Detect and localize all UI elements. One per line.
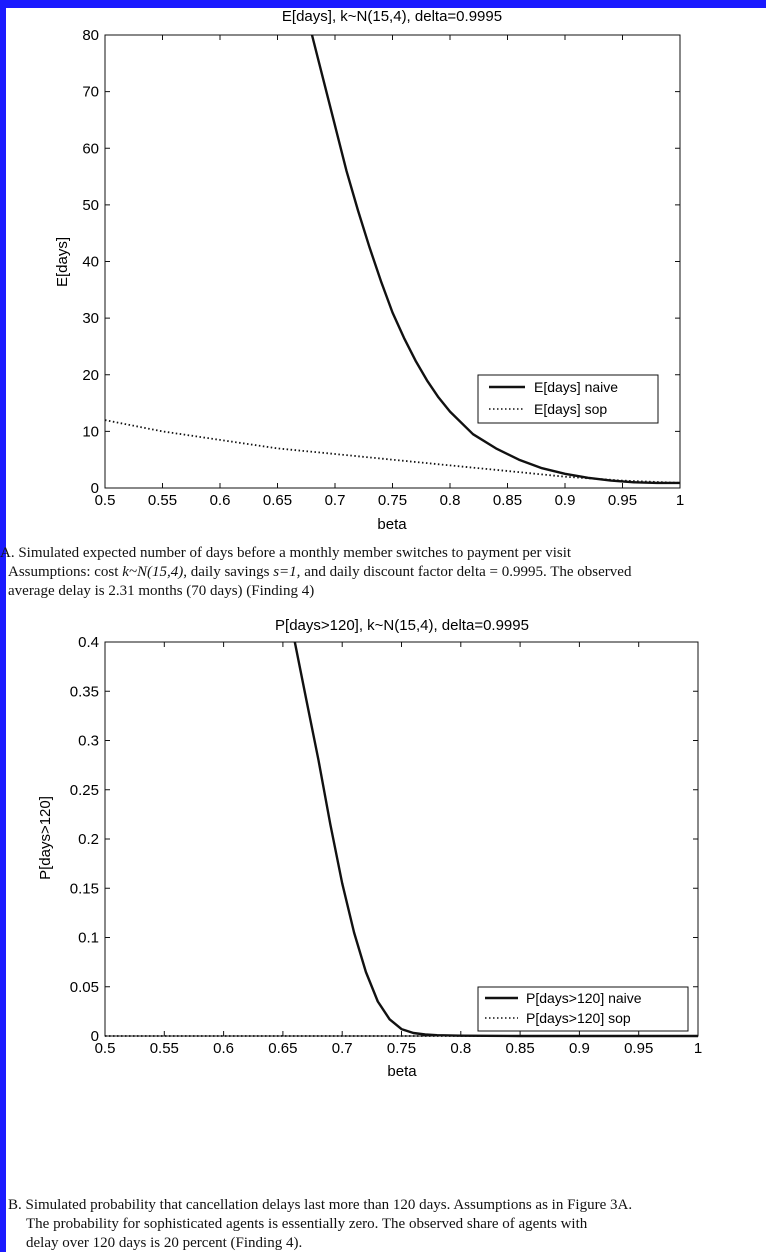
y-tick-label: 80 <box>82 27 99 44</box>
chart-a-svg: E[days], k~N(15,4), delta=0.9995 0.5 0.55… <box>54 8 684 533</box>
y-tick-label: 0.4 <box>78 634 99 651</box>
x-tick-label: 0.9 <box>555 492 576 509</box>
series-line-sop <box>104 419 681 484</box>
y-tick-label: 0.3 <box>78 733 99 750</box>
caption-a-line-3: average delay is 2.31 months (70 days) (… <box>8 583 315 599</box>
legend-b-sop-label: P[days>120] sop <box>526 1010 631 1026</box>
chart-b-y-axis-label: P[days>120] <box>37 796 54 880</box>
x-tick-label: 0.85 <box>505 1040 534 1057</box>
caption-a-line-1: A. Simulated expected number of days bef… <box>0 545 572 561</box>
y-tick-label: 0.2 <box>78 831 99 848</box>
y-tick-label: 0.25 <box>70 782 99 799</box>
chart-a-y-axis-label: E[days] <box>54 237 71 287</box>
x-tick-label: 0.9 <box>569 1040 590 1057</box>
x-tick-label: 0.8 <box>450 1040 471 1057</box>
caption-a-line-2-pre: Assumptions: cost <box>8 564 123 580</box>
y-tick-label: 60 <box>82 140 99 157</box>
caption-b-line-3: delay over 120 days is 20 percent (Findi… <box>26 1235 303 1251</box>
x-tick-label: 0.85 <box>493 492 522 509</box>
caption-a-k: k~N(15,4) <box>122 564 184 580</box>
chart-a-title: E[days], k~N(15,4), delta=0.9995 <box>282 8 502 25</box>
x-tick-label: 0.5 <box>95 492 116 509</box>
chart-a-legend: E[days] naive E[days] sop <box>477 374 659 424</box>
chart-b-series <box>105 641 698 1038</box>
x-tick-label: 0.65 <box>268 1040 297 1057</box>
x-tick-label: 0.5 <box>95 1040 116 1057</box>
chart-a-series <box>104 34 681 485</box>
x-tick-label: 0.55 <box>148 492 177 509</box>
chart-b-legend: P[days>120] naive P[days>120] sop <box>477 986 689 1032</box>
x-tick-label: 0.55 <box>150 1040 179 1057</box>
chart-b-svg: P[days>120], k~N(15,4), delta=0.9995 0.5… <box>37 617 702 1080</box>
x-tick-label: 0.95 <box>624 1040 653 1057</box>
chart-panel-a: E[days], k~N(15,4), delta=0.9995 0.5 0.55… <box>0 0 766 548</box>
chart-b-title: P[days>120], k~N(15,4), delta=0.9995 <box>275 617 529 634</box>
y-tick-label: 50 <box>82 197 99 214</box>
caption-a-line-2: Assumptions: cost k~N(15,4), daily savin… <box>0 563 766 582</box>
y-tick-label: 10 <box>82 423 99 440</box>
x-tick-label: 0.7 <box>332 1040 353 1057</box>
chart-panel-b: P[days>120], k~N(15,4), delta=0.9995 0.5… <box>0 602 766 1084</box>
caption-b: B. Simulated probability that cancellati… <box>0 1196 766 1253</box>
y-tick-label: 0 <box>91 1028 99 1045</box>
x-tick-label: 0.75 <box>387 1040 416 1057</box>
chart-b-x-axis-label: beta <box>387 1063 417 1080</box>
chart-a-ticks: 0.5 0.55 0.6 0.65 0.7 0.75 0.8 0.85 0.9 0.95 10102… <box>82 27 684 509</box>
x-tick-label: 0.95 <box>608 492 637 509</box>
x-tick-label: 0.8 <box>440 492 461 509</box>
x-tick-label: 0.65 <box>263 492 292 509</box>
legend-a-naive-label: E[days] naive <box>534 379 618 395</box>
y-tick-label: 0 <box>91 480 99 497</box>
x-tick-label: 0.7 <box>325 492 346 509</box>
y-tick-label: 0.35 <box>70 683 99 700</box>
caption-a-line-2-mid: , daily savings <box>183 564 274 580</box>
legend-a-sop-label: E[days] sop <box>534 401 607 417</box>
x-tick-label: 0.75 <box>378 492 407 509</box>
x-tick-label: 1 <box>676 492 684 509</box>
y-tick-label: 0.05 <box>70 979 99 996</box>
caption-a: A. Simulated expected number of days bef… <box>0 544 766 601</box>
x-tick-label: 0.6 <box>210 492 231 509</box>
y-tick-label: 20 <box>82 367 99 384</box>
x-tick-label: 0.6 <box>213 1040 234 1057</box>
caption-a-s: s=1, <box>273 564 301 580</box>
y-tick-label: 30 <box>82 310 99 327</box>
y-tick-label: 40 <box>82 254 99 271</box>
y-tick-label: 0.1 <box>78 930 99 947</box>
caption-b-line-2: The probability for sophisticated agents… <box>26 1216 588 1232</box>
y-tick-label: 70 <box>82 84 99 101</box>
chart-b-axes-box <box>104 641 699 1037</box>
series-line-naive <box>310 34 680 485</box>
chart-a-x-axis-label: beta <box>377 516 407 533</box>
caption-b-line-1: B. Simulated probability that cancellati… <box>8 1197 633 1213</box>
y-tick-label: 0.15 <box>70 880 99 897</box>
chart-b-ticks: 0.5 0.55 0.6 0.65 0.7 0.75 0.8 0.85 0.9 0.95 1 0 0.0… <box>70 634 702 1057</box>
caption-a-line-2-post: and daily discount factor delta = 0.9995… <box>300 564 632 580</box>
legend-b-naive-label: P[days>120] naive <box>526 990 642 1006</box>
x-tick-label: 1 <box>694 1040 702 1057</box>
